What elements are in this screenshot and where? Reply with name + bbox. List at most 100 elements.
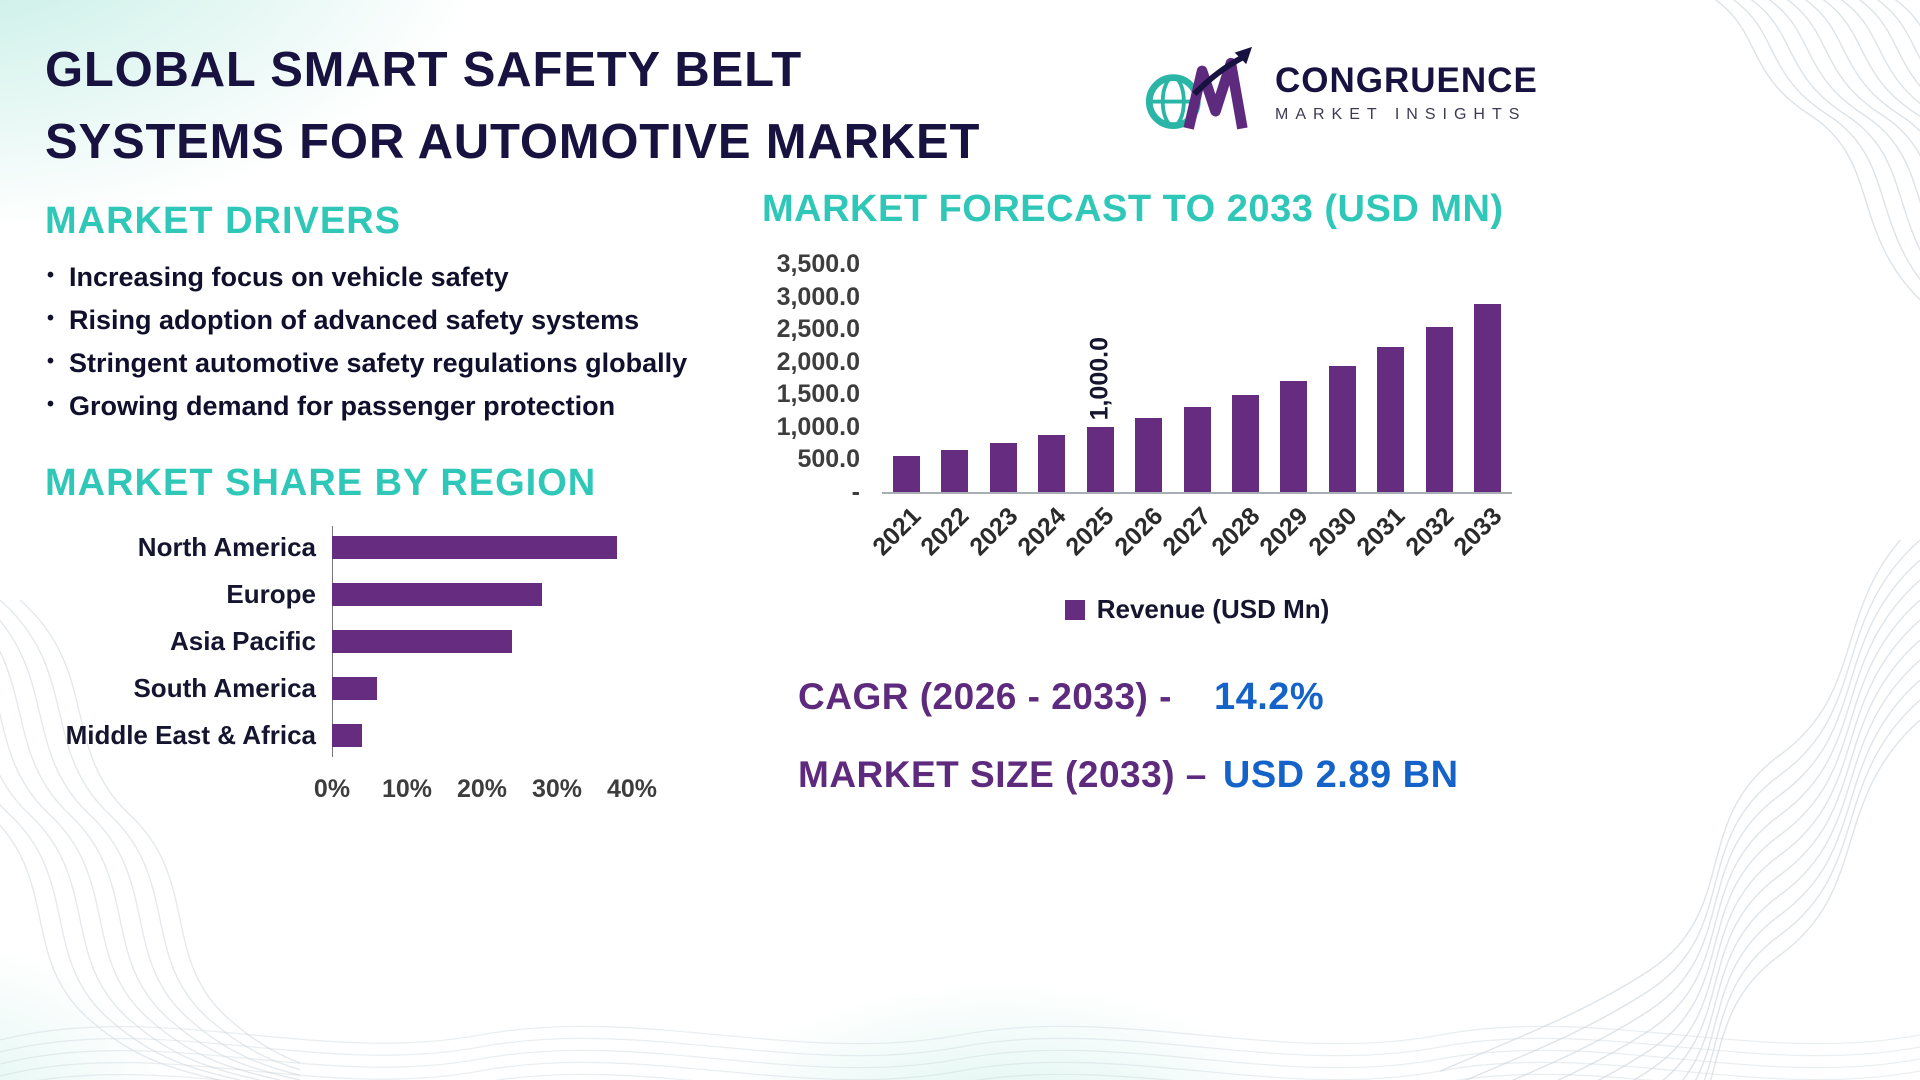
- x-category-label: 2030: [1303, 502, 1363, 562]
- cagr-value: 14.2%: [1213, 676, 1325, 718]
- cagr-row: CAGR (2026 - 2033) - 14.2%: [798, 676, 1324, 719]
- region-bar: [332, 677, 377, 700]
- driver-item: Rising adoption of advanced safety syste…: [45, 299, 687, 342]
- forecast-bar: [989, 442, 1017, 492]
- region-bar-track: [332, 583, 632, 606]
- region-label: North America: [137, 532, 316, 562]
- market-drivers-list: Increasing focus on vehicle safetyRising…: [45, 256, 687, 428]
- forecast-bar-slot: 2024: [1012, 264, 1075, 561]
- region-row: South America: [60, 665, 720, 712]
- x-tick-label: 0%: [313, 775, 351, 803]
- region-bar: [332, 724, 362, 747]
- forecast-bar-slot: 2028: [1206, 264, 1269, 561]
- logo-mark-icon: [1145, 46, 1252, 130]
- forecast-bar-slot: 2032: [1400, 264, 1463, 561]
- page-title-line1: GLOBAL SMART SAFETY BELT: [45, 43, 802, 97]
- region-bar-track: [332, 724, 632, 747]
- forecast-bar: [1328, 365, 1356, 492]
- x-tick-label: 10%: [381, 775, 433, 803]
- region-bar: [332, 630, 512, 653]
- forecast-bar: [1135, 417, 1163, 492]
- x-category-label: 2023: [963, 502, 1023, 562]
- region-bar: [332, 536, 617, 559]
- forecast-chart: 3,500.0 3,000.0 2,500.0 2,000.0 1,500.0 1,000…: [770, 250, 1515, 680]
- legend-swatch: [1064, 599, 1085, 620]
- forecast-bar: [1038, 435, 1066, 492]
- forecast-bar-slot: 2030: [1303, 264, 1366, 561]
- forecast-legend: Revenue (USD Mn): [882, 594, 1512, 625]
- x-category-label: 2022: [915, 502, 975, 562]
- decorative-waves-bottom-band: [0, 1025, 1920, 1080]
- forecast-bar-slot: 2031: [1352, 264, 1415, 561]
- x-tick-label: 40%: [606, 775, 658, 803]
- forecast-bar-slot: 2026: [1109, 264, 1172, 561]
- forecast-bar: [941, 449, 969, 492]
- region-label: Middle East & Africa: [65, 720, 316, 750]
- y-tick-label: 2,500.0: [776, 315, 860, 344]
- forecast-heading: MARKET FORECAST TO 2033 (USD MN): [762, 188, 1504, 230]
- y-tick-label: 500.0: [797, 445, 860, 474]
- driver-item: Growing demand for passenger protection: [45, 385, 687, 428]
- forecast-bar-slot: 2033: [1449, 264, 1512, 561]
- forecast-bar: [1474, 303, 1502, 492]
- y-tick-label: 2,000.0: [776, 347, 860, 376]
- y-tick-label: 3,000.0: [776, 282, 860, 311]
- x-category-label: 2026: [1109, 502, 1169, 562]
- x-tick-label: 30%: [531, 775, 583, 803]
- region-chart: North America Europe Asia Pacific South Ame…: [60, 524, 720, 804]
- forecast-bar-slot: 2029: [1255, 264, 1318, 561]
- page-title-line2: SYSTEMS FOR AUTOMOTIVE MARKET: [45, 115, 981, 169]
- forecast-bar: [1183, 407, 1211, 492]
- region-bar: [332, 583, 542, 606]
- driver-item: Increasing focus on vehicle safety: [45, 256, 687, 299]
- forecast-bar: [1280, 381, 1308, 492]
- x-category-label: 2024: [1012, 502, 1072, 562]
- decorative-waves-top-right: [1699, 0, 1920, 300]
- x-category-label: 2025: [1060, 502, 1120, 562]
- forecast-bar-slot: 2027: [1158, 264, 1221, 561]
- forecast-bar: [1086, 426, 1114, 492]
- x-tick-label: 20%: [456, 775, 508, 803]
- page-title: GLOBAL SMART SAFETY BELT SYSTEMS FOR AUT…: [45, 34, 980, 178]
- forecast-bar-slot: 1,000.0 2025: [1061, 264, 1124, 561]
- logo-brand-name: CONGRUENCE: [1275, 60, 1538, 100]
- bar-data-label: 1,000.0: [1085, 337, 1114, 421]
- x-category-label: 2033: [1448, 502, 1508, 562]
- region-x-axis: 0% 10% 20% 30% 40%: [302, 775, 662, 804]
- forecast-bar-slot: 2021: [867, 264, 930, 561]
- forecast-bar: [1377, 347, 1405, 492]
- region-row: North America: [60, 524, 720, 571]
- y-tick-label: 3,500.0: [776, 250, 860, 278]
- forecast-y-axis: 3,500.0 3,000.0 2,500.0 2,000.0 1,500.0 1,000…: [770, 250, 866, 524]
- region-row: Europe: [60, 571, 720, 618]
- region-bar-track: [332, 677, 632, 700]
- driver-item: Stringent automotive safety regulations …: [45, 342, 687, 385]
- x-category-label: 2029: [1254, 502, 1314, 562]
- forecast-bar: [1232, 394, 1260, 492]
- market-size-label: MARKET SIZE (2033) –: [798, 754, 1207, 795]
- x-category-label: 2032: [1400, 502, 1460, 562]
- region-label: Asia Pacific: [170, 626, 316, 656]
- brand-logo: CONGRUENCE MARKET INSIGHTS: [1145, 44, 1538, 140]
- x-category-label: 2031: [1351, 502, 1411, 562]
- region-label: South America: [133, 673, 316, 703]
- logo-text: CONGRUENCE MARKET INSIGHTS: [1275, 61, 1538, 124]
- y-tick-label: 1,000.0: [776, 412, 860, 441]
- region-row: Middle East & Africa: [60, 712, 720, 759]
- market-size-row: MARKET SIZE (2033) – USD 2.89 BN: [798, 754, 1459, 797]
- market-size-value: USD 2.89 BN: [1222, 754, 1459, 796]
- region-row: Asia Pacific: [60, 618, 720, 665]
- market-share-heading: MARKET SHARE BY REGION: [45, 462, 597, 504]
- forecast-plot: 2021 2022 2023 2024 1,000.0 2025 2026 2027 2028 2…: [867, 264, 1512, 561]
- forecast-bar: [1425, 327, 1453, 492]
- y-tick-label: 1,500.0: [776, 380, 860, 409]
- legend-label: Revenue (USD Mn): [1096, 594, 1330, 624]
- x-category-label: 2028: [1206, 502, 1266, 562]
- y-tick-label: -: [851, 478, 860, 506]
- market-drivers-heading: MARKET DRIVERS: [45, 200, 402, 242]
- region-label: Europe: [226, 579, 316, 609]
- logo-tagline: MARKET INSIGHTS: [1275, 105, 1527, 123]
- cagr-label: CAGR (2026 - 2033) -: [798, 676, 1172, 717]
- forecast-bar-slot: 2022: [915, 264, 978, 561]
